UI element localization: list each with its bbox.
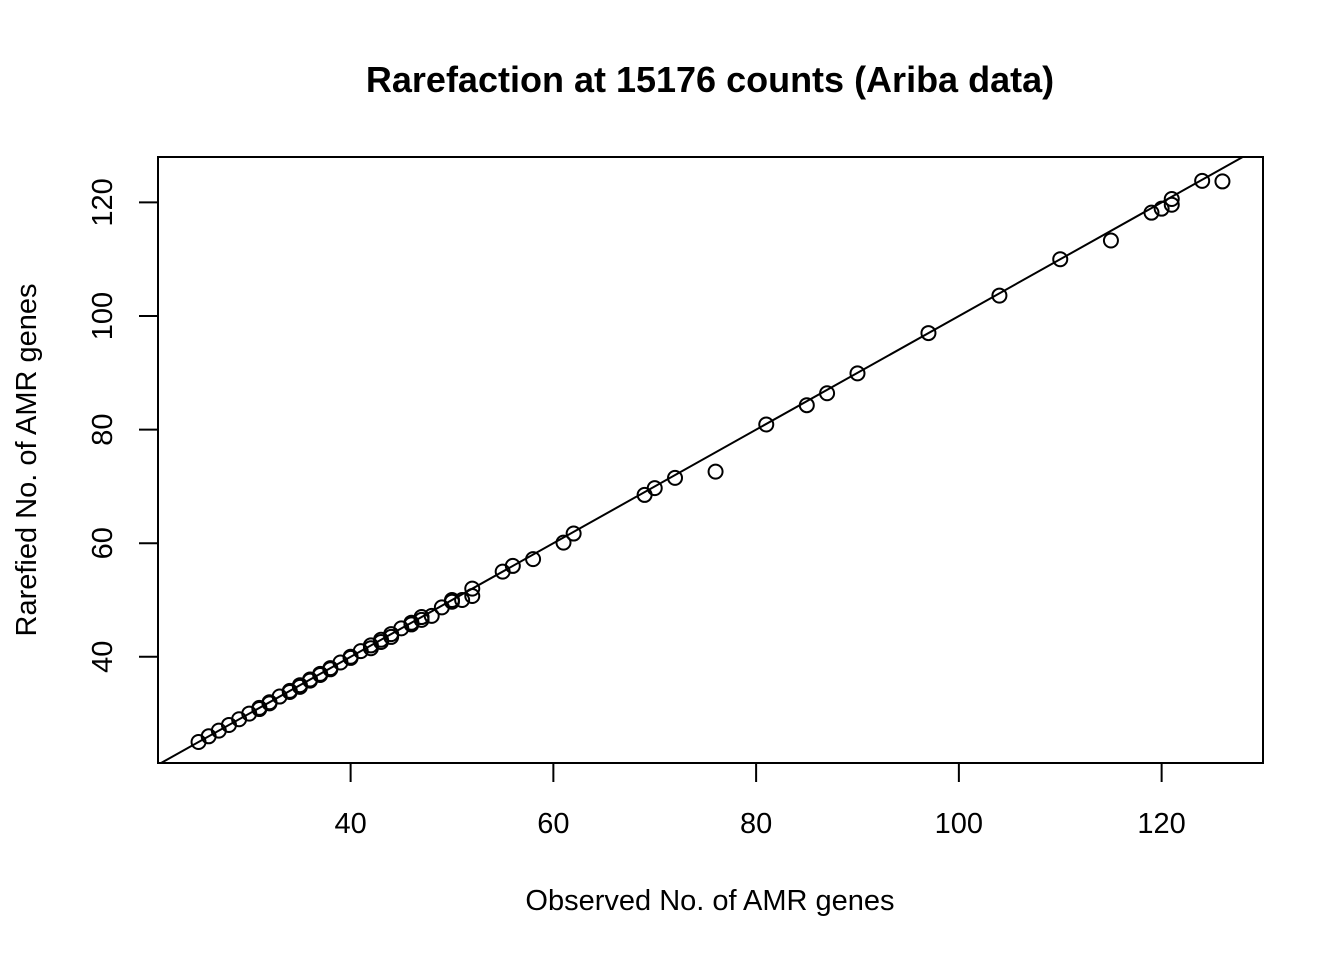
data-point <box>504 557 521 574</box>
data-point <box>383 628 400 645</box>
y-axis: 40 60 80 100 120 <box>87 178 159 673</box>
data-point <box>464 580 481 597</box>
y-tick-label: 80 <box>87 413 119 445</box>
x-tick-label: 120 <box>1137 808 1185 840</box>
x-tick-label: 40 <box>334 808 366 840</box>
data-point <box>1214 173 1231 190</box>
y-axis-label: Rarefied No. of AMR genes <box>11 283 43 636</box>
data-point <box>1153 200 1170 217</box>
data-point <box>464 588 481 605</box>
data-point <box>1194 172 1211 189</box>
data-point <box>565 525 582 542</box>
data-point <box>798 397 815 414</box>
data-point <box>1102 232 1119 249</box>
x-tick-label: 100 <box>935 808 983 840</box>
data-point <box>1163 196 1180 213</box>
data-point <box>1163 191 1180 208</box>
reference-line-group <box>158 157 1245 763</box>
data-point <box>555 534 572 551</box>
data-point <box>423 607 440 624</box>
data-point <box>1052 251 1069 268</box>
data-point <box>667 469 684 486</box>
y-tick-label: 100 <box>87 292 119 340</box>
data-point <box>525 551 542 568</box>
data-point <box>758 416 775 433</box>
x-tick-label: 80 <box>740 808 772 840</box>
data-point <box>1143 204 1160 221</box>
data-point <box>707 463 724 480</box>
reference-line <box>158 157 1245 763</box>
x-axis: 40 60 80 100 120 <box>334 762 1186 840</box>
data-point <box>403 616 420 633</box>
chart-title: Rarefaction at 15176 counts (Ariba data) <box>366 59 1054 100</box>
data-point <box>443 593 460 610</box>
data-point <box>920 325 937 342</box>
data-point <box>646 480 663 497</box>
x-tick-label: 60 <box>537 808 569 840</box>
x-axis-label: Observed No. of AMR genes <box>525 885 894 917</box>
y-tick-label: 60 <box>87 527 119 559</box>
data-point <box>991 287 1008 304</box>
data-point <box>413 611 430 628</box>
data-points <box>190 172 1231 750</box>
data-point <box>819 385 836 402</box>
y-tick-label: 40 <box>87 641 119 673</box>
data-point <box>849 365 866 382</box>
data-point <box>373 634 390 651</box>
data-point <box>454 591 471 608</box>
y-tick-label: 120 <box>87 178 119 226</box>
